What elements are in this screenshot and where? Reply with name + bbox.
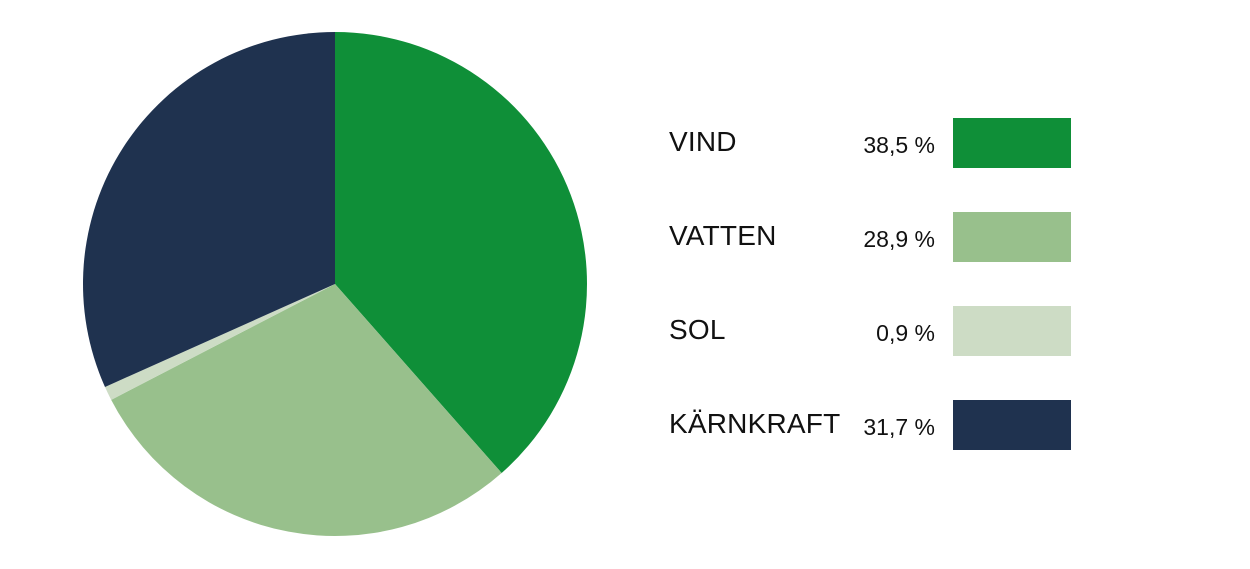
- legend-swatch: [953, 118, 1071, 168]
- legend-value: 38,5 %: [863, 132, 935, 158]
- legend-label: KÄRNKRAFT: [669, 408, 841, 439]
- legend-label: VIND: [669, 126, 737, 157]
- legend-item-sol: SOL 0,9 %: [669, 306, 1089, 356]
- legend-value: 0,9 %: [876, 320, 935, 346]
- legend-item-vatten: VATTEN 28,9 %: [669, 212, 1089, 262]
- legend-label: SOL: [669, 314, 726, 345]
- pie-slice-sol: [105, 284, 336, 400]
- legend-item-vind: VIND 38,5 %: [669, 118, 1089, 168]
- legend-swatch: [953, 212, 1071, 262]
- pie-slice-vind: [335, 32, 587, 474]
- pie-slice-karnkraft: [83, 32, 335, 387]
- legend-item-karnkraft: KÄRNKRAFT 31,7 %: [669, 400, 1089, 450]
- pie-slice-vatten: [111, 284, 502, 536]
- legend-value: 28,9 %: [863, 226, 935, 252]
- legend-swatch: [953, 400, 1071, 450]
- legend-label: VATTEN: [669, 220, 777, 251]
- legend-swatch: [953, 306, 1071, 356]
- legend-value: 31,7 %: [863, 414, 935, 440]
